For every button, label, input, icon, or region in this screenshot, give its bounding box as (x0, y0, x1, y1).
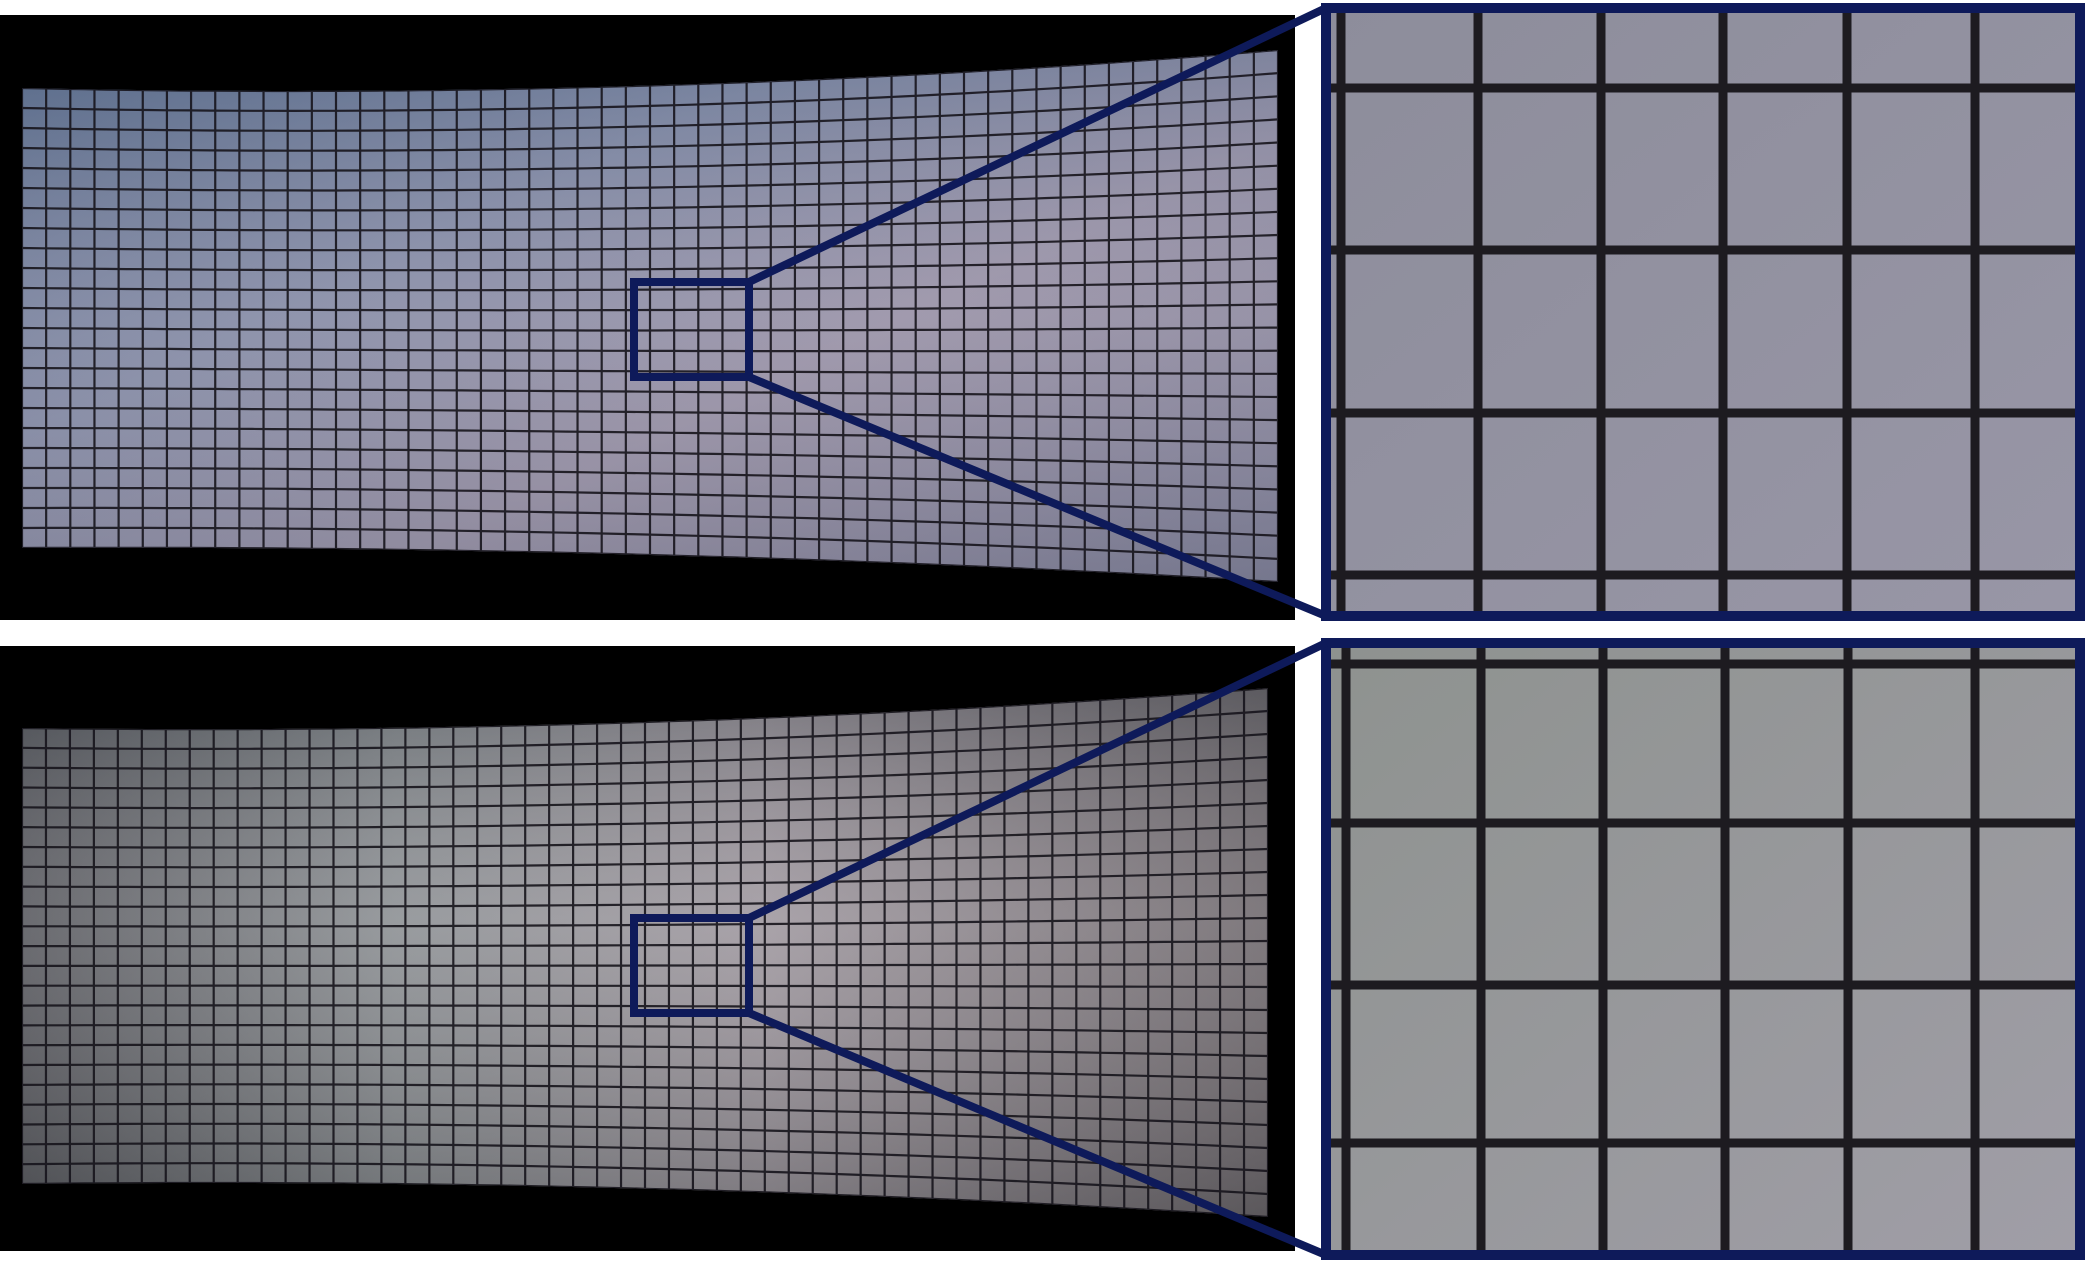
top-zoom-panel (1321, 3, 2085, 621)
bottom-panel-grid-hline (22, 1162, 1268, 1196)
top-callout-connector-bottom (747, 373, 1328, 620)
bottom-panel-grid-hline (22, 778, 1268, 810)
top-zoom-panel-fill (1326, 8, 2080, 616)
bottom-panel-grid-hline (22, 1004, 1268, 1012)
top-panel-grid-hline (22, 346, 1278, 353)
bottom-panel-grid-hline (22, 1142, 1268, 1173)
top-callout-highlight-box (630, 278, 753, 381)
bottom-callout-connector-bottom (747, 1009, 1328, 1259)
bottom-panel-projected-screen (22, 688, 1268, 1217)
bottom-panel-grid-hline (22, 893, 1268, 908)
top-zoom-panel-grid (1326, 9, 2080, 613)
bottom-panel-grid-hline (22, 984, 1268, 989)
top-callout-connector-top (747, 4, 1328, 286)
bottom-panel-grid-hline (22, 847, 1268, 869)
top-panel-grid-hline (22, 526, 1278, 560)
top-panel-grid-hline (22, 386, 1278, 399)
top-zoom-panel-frame (1321, 3, 2085, 621)
top-panel-grid-hline (22, 50, 1278, 93)
top-panel-grid-hline (22, 303, 1278, 312)
top-panel-grid-hline (22, 280, 1278, 292)
bottom-panel-grid-hline (22, 824, 1268, 849)
bottom-panel-grid-hline (22, 1083, 1268, 1104)
top-panel-grid-hline (22, 233, 1278, 252)
top-panel-projected-screen (22, 50, 1278, 582)
bottom-panel-grid-hline (22, 1181, 1268, 1217)
top-panel-grid-hline (22, 406, 1278, 422)
bottom-panel-grid-hline (22, 1043, 1268, 1058)
top-panel-grid-hline (22, 95, 1278, 132)
bottom-zoom-panel-frame (1321, 638, 2085, 1260)
top-panel-grid-hline (22, 72, 1278, 113)
bottom-panel-grid-hline (22, 709, 1268, 750)
top-panel-grid-hline (22, 141, 1278, 172)
bottom-panel-grid-hline (22, 801, 1268, 829)
top-panel-grid-hline (22, 210, 1278, 232)
top-panel-grid-hline (22, 366, 1278, 375)
bottom-zoom-panel-grid (1326, 644, 2080, 1254)
bottom-callout (630, 639, 1328, 1259)
bottom-panel-grid-hline (22, 962, 1268, 967)
top-panel-grid-hline (22, 446, 1278, 468)
top-panel-grid-hline (22, 486, 1278, 514)
bottom-panel-grid-hline (22, 732, 1268, 770)
top-panel-grid-hline (22, 466, 1278, 491)
top-panel-grid (22, 50, 1278, 582)
bottom-panel-grid-hline (22, 1023, 1268, 1035)
bottom-panel-grid-hline (22, 688, 1268, 731)
top-panel-grid-hline (22, 187, 1278, 212)
top-callout (630, 4, 1328, 620)
top-panel (0, 15, 1295, 620)
bottom-panel-grid-hline (22, 939, 1268, 948)
top-panel-grid-hline (22, 426, 1278, 445)
top-panel-grid-hline (22, 257, 1278, 272)
bottom-zoom-panel-fill (1326, 643, 2080, 1255)
bottom-callout-highlight-box (630, 914, 753, 1017)
top-panel-grid-hline (22, 546, 1278, 582)
bottom-callout-connector-top (747, 639, 1328, 922)
bottom-panel-grid-hline (22, 916, 1268, 928)
top-panel-grid-hline (22, 164, 1278, 192)
top-panel-grid-hline (22, 326, 1278, 332)
bottom-panel (0, 646, 1295, 1251)
bottom-panel-grid-hline (22, 870, 1268, 889)
bottom-zoom-panel (1321, 638, 2085, 1260)
bottom-panel-grid-hline (22, 1063, 1268, 1081)
top-panel-grid-hline (22, 506, 1278, 537)
bottom-panel-grid-hline (22, 1102, 1268, 1127)
